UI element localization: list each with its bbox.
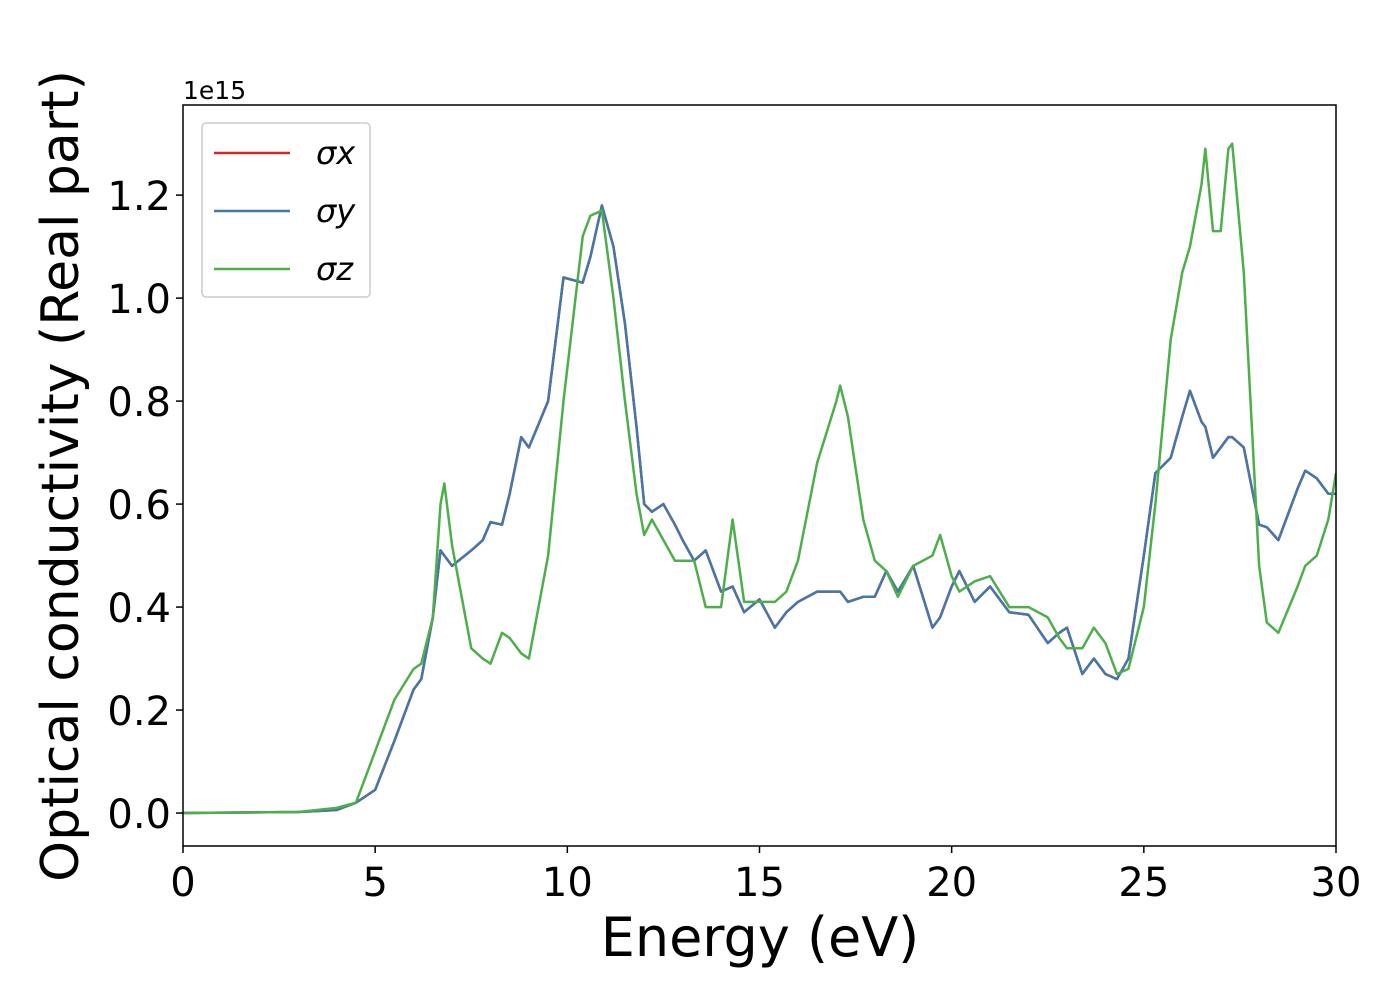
x-tick-label: 10	[542, 860, 593, 906]
series-line	[183, 142, 1336, 815]
y-tick-label: 1.0	[107, 277, 171, 323]
y-tick-label: 0.4	[107, 586, 171, 632]
y-tick-label: 0.0	[107, 792, 171, 838]
y-tick-label: 0.6	[107, 483, 171, 529]
x-tick-label: 15	[734, 860, 785, 906]
x-tick-label: 20	[926, 860, 977, 906]
legend-label: σy	[316, 192, 356, 230]
x-axis-label: Energy (eV)	[601, 906, 920, 969]
x-tick-label: 0	[170, 860, 195, 906]
legend-label: σz	[316, 250, 354, 288]
y-axis-label: Optical conductivity (Real part)	[31, 70, 91, 882]
y-tick-label: 1.2	[107, 174, 171, 220]
x-tick-label: 25	[1118, 860, 1169, 906]
series-line	[183, 204, 1336, 815]
plot-lines	[183, 142, 1336, 815]
plot-frame	[182, 104, 1337, 847]
x-tick-label: 30	[1311, 860, 1362, 906]
y-tick-label: 0.8	[107, 380, 171, 426]
legend-label: σx	[316, 134, 356, 172]
y-tick-label: 0.2	[107, 689, 171, 735]
x-tick-label: 5	[362, 860, 387, 906]
offset-label: 1e15	[183, 76, 246, 105]
